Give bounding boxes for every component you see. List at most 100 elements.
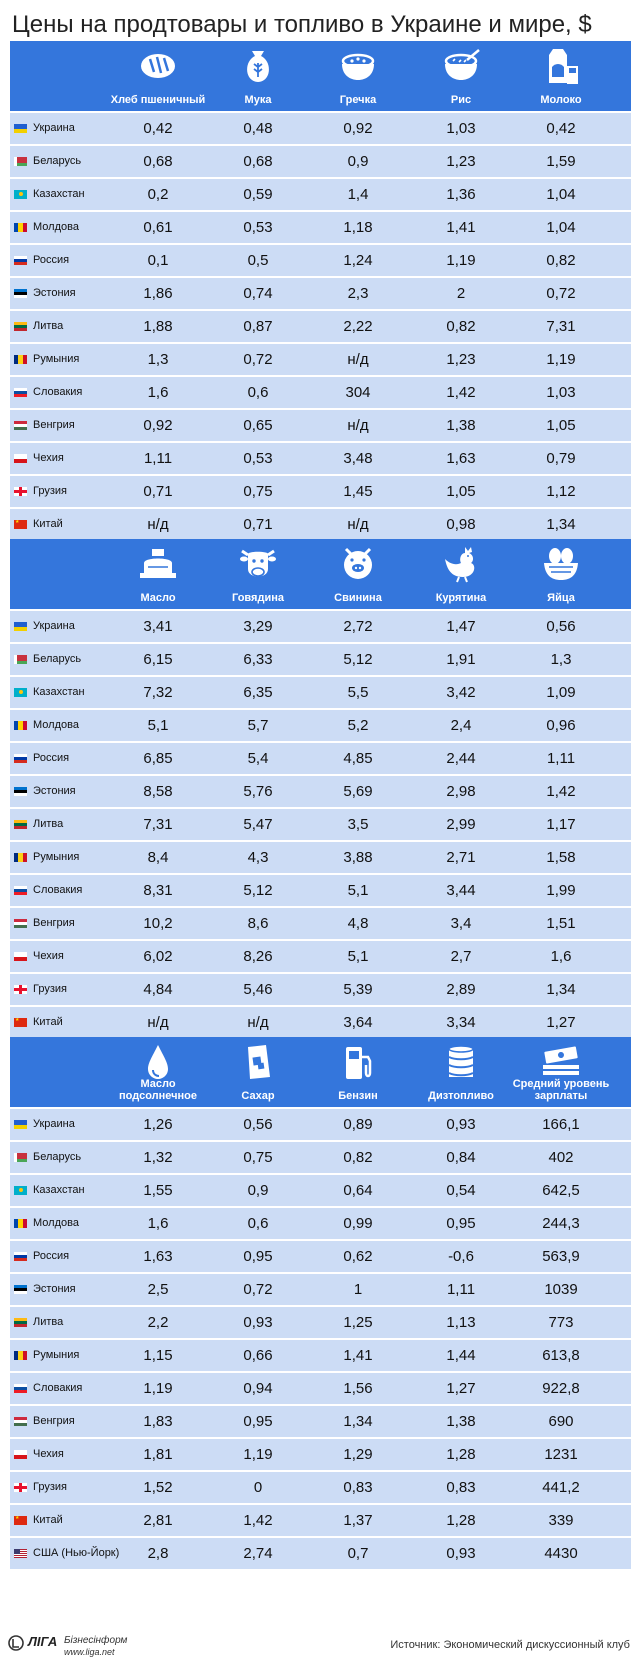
- price-cell: 1,15: [143, 1347, 173, 1364]
- column-header: Курятина: [410, 539, 512, 609]
- section-header: Масло Говядина Свинина Курятина Яйца: [10, 539, 631, 609]
- price-cell: 2,8: [147, 1545, 169, 1562]
- country-name: Молдова: [33, 221, 79, 233]
- country-name: Венгрия: [33, 419, 75, 431]
- table-row: Румыния 1,3 0,72 н/д 1,23 1,19: [10, 344, 631, 375]
- price-cell: 1,03: [546, 384, 576, 401]
- price-cell: 1,19: [143, 1380, 173, 1397]
- price-cell: 1,09: [546, 684, 576, 701]
- price-cell: -0,6: [448, 1248, 474, 1265]
- price-cell: 1,28: [446, 1512, 476, 1529]
- price-cell: 1,55: [143, 1182, 173, 1199]
- page-title: Цены на продтовары и топливо в Украине и…: [12, 11, 592, 38]
- price-cell: 1,04: [546, 219, 576, 236]
- flag-sk-icon: [14, 886, 27, 895]
- price-cell: 7,32: [143, 684, 173, 701]
- column-label: Хлеб пшеничный: [110, 94, 206, 106]
- column-header: Дизтопливо: [410, 1037, 512, 1107]
- country-name: Китай: [33, 518, 63, 530]
- liga-logo-icon: [8, 1635, 24, 1651]
- flag-ge-icon: [14, 1483, 27, 1492]
- price-cell: 563,9: [542, 1248, 580, 1265]
- column-label: Средний уровень зарплаты: [512, 1078, 610, 1102]
- table-row: Украина 3,41 3,29 2,72 1,47 0,56: [10, 611, 631, 642]
- flag-lt-icon: [14, 820, 27, 829]
- price-cell: 0,6: [247, 1215, 269, 1232]
- column-label: Масло подсолнечное: [119, 1078, 197, 1102]
- flag-md-icon: [14, 223, 27, 232]
- price-cell: 1,81: [143, 1446, 173, 1463]
- country-name: Казахстан: [33, 686, 85, 698]
- table-row: Чехия 1,11 0,53 3,48 1,63 0,79: [10, 443, 631, 474]
- price-cell: 0,71: [243, 516, 273, 533]
- price-cell: 1,05: [546, 417, 576, 434]
- price-cell: 1,24: [343, 252, 373, 269]
- flag-cz-icon: [14, 952, 27, 961]
- price-cell: 1,59: [546, 153, 576, 170]
- price-section-3: Масло подсолнечное Сахар Бензин Дизтопливо С…: [10, 1037, 631, 1571]
- price-cell: 0,71: [143, 483, 173, 500]
- price-cell: 0,75: [243, 1149, 273, 1166]
- price-cell: 6,35: [243, 684, 273, 701]
- country-name: Россия: [33, 1250, 70, 1262]
- flag-by-icon: [14, 655, 27, 664]
- price-cell: 1,52: [143, 1479, 173, 1496]
- price-cell: 1,18: [343, 219, 373, 236]
- price-cell: 4,85: [343, 750, 373, 767]
- price-cell: 1,25: [343, 1314, 373, 1331]
- flag-ro-icon: [14, 853, 27, 862]
- country-name: Литва: [33, 320, 64, 332]
- flag-kz-icon: [14, 1186, 27, 1195]
- price-cell: 3,34: [446, 1014, 476, 1031]
- price-cell: 0,48: [243, 120, 273, 137]
- price-cell: 0,96: [546, 717, 576, 734]
- price-cell: 1,6: [147, 384, 169, 401]
- price-cell: 1,11: [446, 1281, 476, 1298]
- country-name: Румыния: [33, 851, 80, 863]
- price-cell: н/д: [347, 351, 369, 368]
- column-label: Свинина: [334, 592, 382, 604]
- table-row: Венгрия 1,83 0,95 1,34 1,38 690: [10, 1406, 631, 1437]
- column-header: Молоко: [510, 41, 612, 111]
- price-cell: 339: [548, 1512, 574, 1529]
- price-cell: 1039: [544, 1281, 578, 1298]
- logo-url: www.liga.net: [64, 1647, 115, 1657]
- price-cell: 166,1: [542, 1116, 580, 1133]
- price-cell: 0,62: [343, 1248, 373, 1265]
- price-cell: 1,83: [143, 1413, 173, 1430]
- flag-ru-icon: [14, 1252, 27, 1261]
- country-name: Чехия: [33, 1448, 64, 1460]
- price-cell: 10,2: [143, 915, 173, 932]
- price-section-1: Хлеб пшеничный Мука Гречка Рис Молоко Украина…: [10, 41, 631, 575]
- price-cell: 1,4: [347, 186, 369, 203]
- price-cell: 0,59: [243, 186, 273, 203]
- price-cell: 1,23: [446, 351, 476, 368]
- table-row: Венгрия 10,2 8,6 4,8 3,4 1,51: [10, 908, 631, 939]
- source-note: Источник: Экономический дискуссионный кл…: [390, 1639, 630, 1651]
- price-cell: 0,64: [343, 1182, 373, 1199]
- price-cell: 2,72: [343, 618, 373, 635]
- country-name: Эстония: [33, 1283, 76, 1295]
- price-cell: 1,34: [343, 1413, 373, 1430]
- price-cell: 1,47: [446, 618, 476, 635]
- price-cell: 0,93: [243, 1314, 273, 1331]
- price-cell: 3,44: [446, 882, 476, 899]
- price-cell: 1,19: [546, 351, 576, 368]
- table-row: Словакия 8,31 5,12 5,1 3,44 1,99: [10, 875, 631, 906]
- price-cell: 1,86: [143, 285, 173, 302]
- price-cell: 2,71: [446, 849, 476, 866]
- table-row: Литва 2,2 0,93 1,25 1,13 773: [10, 1307, 631, 1338]
- price-cell: 0,42: [143, 120, 173, 137]
- price-cell: 3,41: [143, 618, 173, 635]
- price-cell: 1,42: [446, 384, 476, 401]
- price-cell: 0,68: [243, 153, 273, 170]
- price-cell: 0,95: [243, 1248, 273, 1265]
- price-cell: 2,22: [343, 318, 373, 335]
- price-cell: 0,74: [243, 285, 273, 302]
- price-cell: 0,83: [343, 1479, 373, 1496]
- column-header: Гречка: [307, 41, 409, 111]
- flag-ee-icon: [14, 289, 27, 298]
- country-name: Венгрия: [33, 1415, 75, 1427]
- price-cell: 3,48: [343, 450, 373, 467]
- flag-kz-icon: [14, 688, 27, 697]
